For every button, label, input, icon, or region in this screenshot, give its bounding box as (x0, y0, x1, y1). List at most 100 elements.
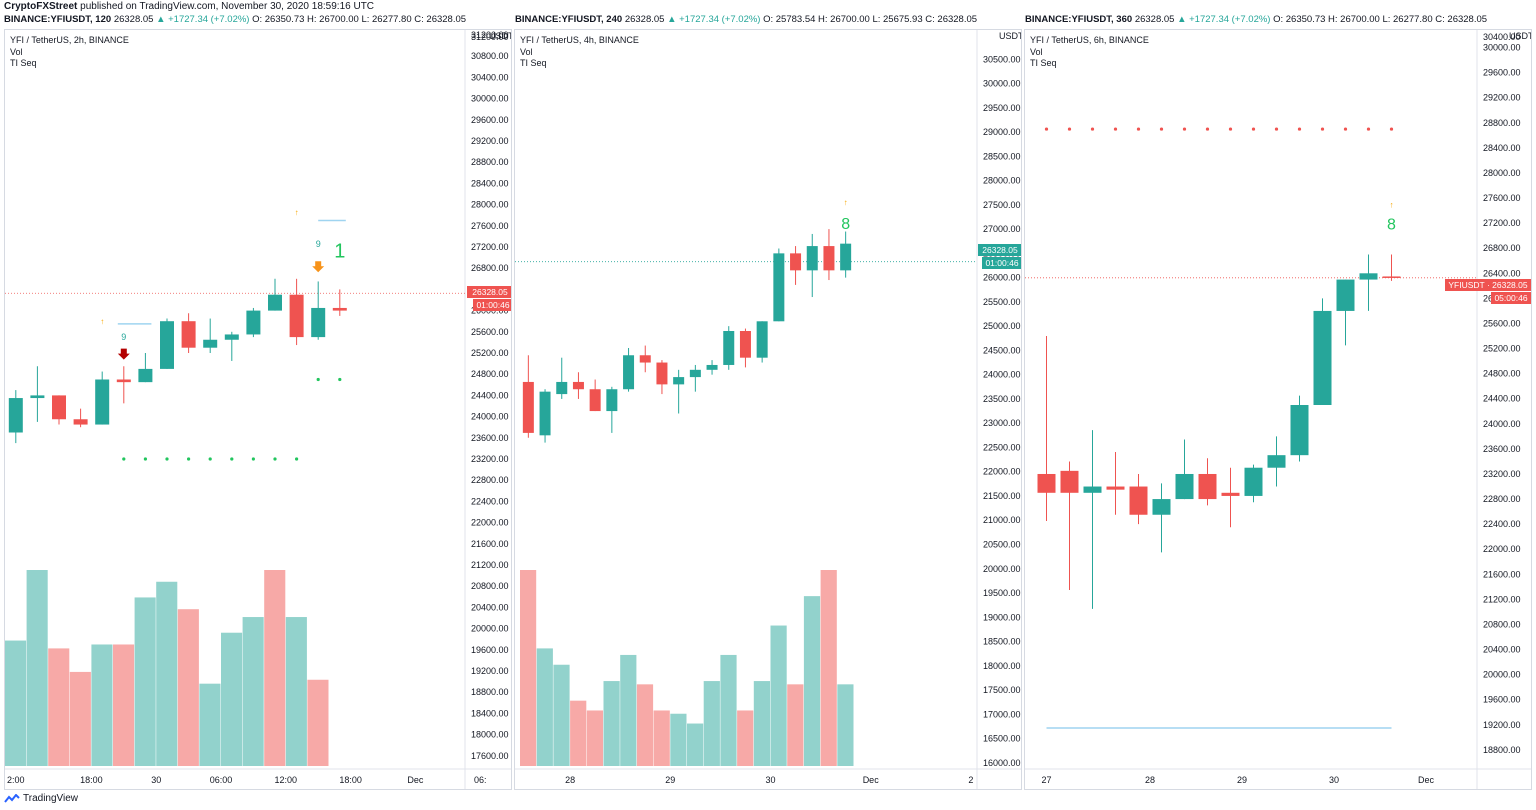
y-tick-label: 25500.00 (983, 297, 1021, 307)
volume-bar (307, 679, 329, 766)
y-tick-label: 30000.00 (471, 94, 509, 104)
y-tick-label: 30500.00 (983, 54, 1021, 64)
y-tick-label: 29500.00 (983, 103, 1021, 113)
x-tick-label: Dec (407, 775, 424, 785)
chart-panel-4h[interactable]: YFI / TetherUS, 4h, BINANCE Vol TI Seq 1… (514, 29, 1022, 790)
y-tick-label: 28800.00 (471, 157, 509, 167)
published-text: published on TradingView.com, November 3… (80, 1, 375, 12)
y-tick-label: 20400.00 (1483, 645, 1521, 655)
y-tick-label: 19600.00 (1483, 695, 1521, 705)
y-tick-label: 17000.00 (983, 709, 1021, 719)
candle-body (522, 381, 534, 433)
candle-body (30, 395, 45, 399)
y-tick-label: 17500.00 (983, 685, 1021, 695)
candle-body (539, 391, 551, 436)
candle-body (332, 307, 347, 311)
y-tick-label: 23600.00 (1483, 444, 1521, 454)
footer-brand[interactable]: TradingView (4, 792, 78, 806)
chart-title: YFI / TetherUS, 6h, BINANCE (1030, 35, 1149, 45)
x-tick-label: 27 (1041, 775, 1051, 785)
candle-body (673, 377, 685, 385)
resistance-dot (1366, 127, 1371, 131)
y-tick-label: 30400.00 (471, 72, 509, 82)
candle-body (689, 369, 701, 378)
y-tick-label: 23200.00 (1483, 469, 1521, 479)
volume-bar (520, 570, 537, 766)
x-tick-label: 28 (565, 775, 575, 785)
y-tick-label: 27500.00 (983, 200, 1021, 210)
volume-bar (603, 681, 620, 766)
price-change: ▲ +1727.34 (+7.02%) (156, 14, 250, 25)
volume-bar (5, 640, 27, 766)
chart-svg: 16000.00 16500.00 17000.00 17500.00 18000.00… (515, 30, 1021, 789)
y-tick-label: 24000.00 (471, 412, 509, 422)
candle-body (656, 362, 668, 385)
y-tick-label: 21600.00 (1483, 569, 1521, 579)
td-count-label: ↑ (295, 208, 299, 217)
y-tick-label: 16500.00 (983, 734, 1021, 744)
chart-legend: YFI / TetherUS, 4h, BINANCE Vol TI Seq (520, 35, 639, 70)
candle-body (1359, 273, 1378, 280)
y-tick-label: 18500.00 (983, 637, 1021, 647)
y-tick-label: 25200.00 (1483, 344, 1521, 354)
candle-body (1198, 473, 1217, 500)
candle-body (1083, 486, 1102, 493)
td-count-label: ↑ (844, 198, 848, 207)
x-tick-label: 12:00 (275, 775, 298, 785)
y-tick-label: 28000.00 (983, 176, 1021, 186)
y-tick-label: 17600.00 (471, 751, 509, 761)
legend-vol: Vol (1030, 46, 1043, 57)
x-tick-label: 06: (474, 775, 487, 785)
author-name[interactable]: CryptoFXStreet (4, 1, 78, 12)
resistance-dot (1044, 127, 1049, 131)
y-tick-label: 24400.00 (1483, 394, 1521, 404)
chart-svg: 17600.00 18000.00 18400.00 18800.00 19200.00… (5, 30, 511, 789)
y-tick-label: 19500.00 (983, 588, 1021, 598)
volume-bar (653, 710, 670, 766)
y-tick-label: 28000.00 (1483, 168, 1521, 178)
x-tick-label: 29 (1237, 775, 1247, 785)
y-tick-label: 20500.00 (983, 540, 1021, 550)
y-tick-label: 24800.00 (1483, 369, 1521, 379)
y-tick-label: 21500.00 (983, 491, 1021, 501)
resistance-dot (1113, 127, 1118, 131)
resistance-dot (1343, 127, 1348, 131)
candle-body (1106, 486, 1125, 490)
resistance-dot (1182, 127, 1187, 131)
y-tick-label: 29600.00 (1483, 68, 1521, 78)
y-tick-label: 20000.00 (471, 624, 509, 634)
y-tick-label: 28500.00 (983, 151, 1021, 161)
symbol-line-2h: BINANCE:YFIUSDT, 120 26328.05 ▲ +1727.34… (4, 13, 466, 27)
volume-bar (570, 700, 587, 766)
candle-body (138, 368, 153, 383)
y-tick-label: 25600.00 (471, 327, 509, 337)
ohlc-values: O: 26350.73 H: 26700.00 L: 26277.80 C: 2… (1273, 14, 1488, 25)
y-tick-label: 31200.00 (471, 30, 509, 40)
support-dot (208, 457, 212, 461)
y-tick-label: 19200.00 (1483, 720, 1521, 730)
y-tick-label: 21200.00 (1483, 594, 1521, 604)
y-tick-label: 18400.00 (471, 708, 509, 718)
y-tick-label: 25200.00 (471, 348, 509, 358)
candle-body (589, 389, 601, 412)
tdst-dot (338, 377, 342, 382)
ohlc-values: O: 25783.54 H: 26700.00 L: 25675.93 C: 2… (763, 14, 978, 25)
resistance-dot (1205, 127, 1210, 131)
y-tick-label: 24000.00 (1483, 419, 1521, 429)
signal-arrow-icon (312, 261, 325, 273)
volume-bar (177, 609, 199, 766)
chart-panel-6h[interactable]: YFI / TetherUS, 6h, BINANCE Vol TI Seq 1… (1024, 29, 1532, 790)
candle-body (623, 355, 635, 390)
candle-body (723, 331, 735, 365)
y-tick-label: 31200.00 (471, 32, 509, 42)
resistance-dot (1389, 127, 1394, 131)
y-tick-label: 18800.00 (1483, 745, 1521, 755)
support-dot (143, 457, 147, 461)
y-tick-label: 24000.00 (983, 370, 1021, 380)
y-tick-label: 20000.00 (983, 564, 1021, 574)
y-tick-label: 28800.00 (1483, 118, 1521, 128)
y-tick-label: 25600.00 (1483, 318, 1521, 328)
chart-panel-2h[interactable]: YFI / TetherUS, 2h, BINANCE Vol TI Seq 1… (4, 29, 512, 790)
volume-bar (703, 681, 720, 766)
candle-body (1382, 276, 1401, 278)
